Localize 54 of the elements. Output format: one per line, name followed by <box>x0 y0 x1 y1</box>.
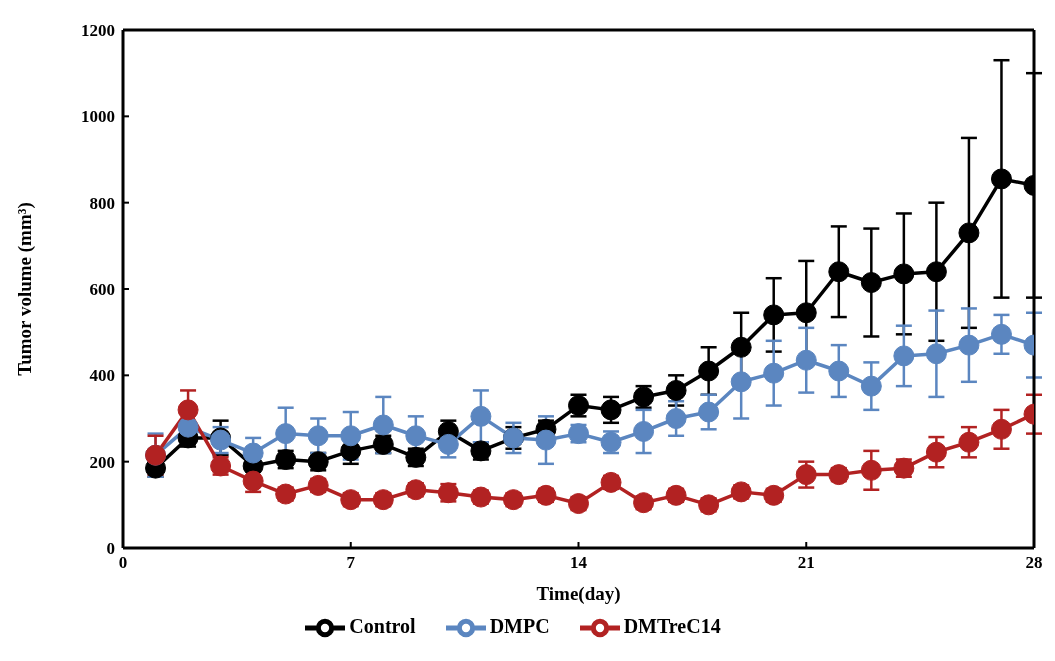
point <box>795 302 817 324</box>
x-tick-label: 7 <box>346 553 356 573</box>
point <box>698 360 720 382</box>
point <box>177 416 199 438</box>
point <box>470 405 492 427</box>
point <box>372 414 394 436</box>
y-tick-label: 200 <box>89 452 115 472</box>
point <box>828 261 850 283</box>
y-tick-label: 0 <box>106 539 115 559</box>
y-tick-label: 1200 <box>81 21 115 41</box>
point <box>307 425 329 447</box>
y-tick-label: 600 <box>89 280 115 300</box>
point <box>925 441 947 463</box>
legend-label: Control <box>349 614 416 637</box>
point <box>698 401 720 423</box>
point <box>665 379 687 401</box>
y-axis-title: Tumor volume (mm³) <box>13 202 36 376</box>
point <box>860 272 882 294</box>
y-tick-label: 800 <box>89 193 115 213</box>
point <box>925 261 947 283</box>
point <box>958 334 980 356</box>
point <box>828 360 850 382</box>
point <box>633 420 655 442</box>
point <box>177 399 199 421</box>
point <box>340 425 362 447</box>
point <box>275 423 297 445</box>
x-axis-title: Time(day) <box>536 583 621 605</box>
point <box>763 362 785 384</box>
y-tick-label: 400 <box>89 366 115 386</box>
point <box>860 375 882 397</box>
x-tick-label: 28 <box>1025 553 1043 573</box>
point <box>535 429 557 451</box>
point <box>893 263 915 285</box>
point <box>958 222 980 244</box>
point <box>665 408 687 429</box>
x-tick-label: 0 <box>118 553 128 573</box>
x-tick-label: 21 <box>797 553 815 573</box>
legend-label: DMTreC14 <box>623 614 721 637</box>
point <box>990 323 1012 345</box>
point <box>860 459 882 481</box>
y-tick-label: 1000 <box>81 107 115 127</box>
point <box>405 425 427 447</box>
x-tick-label: 14 <box>570 553 588 573</box>
point <box>730 371 752 393</box>
point <box>795 349 817 371</box>
point <box>958 431 980 453</box>
point <box>242 442 264 464</box>
point <box>990 418 1012 440</box>
point <box>730 336 752 358</box>
legend-label: DMPC <box>489 614 550 637</box>
point <box>763 304 785 326</box>
point <box>893 345 915 367</box>
point <box>990 168 1012 190</box>
point <box>925 343 947 365</box>
